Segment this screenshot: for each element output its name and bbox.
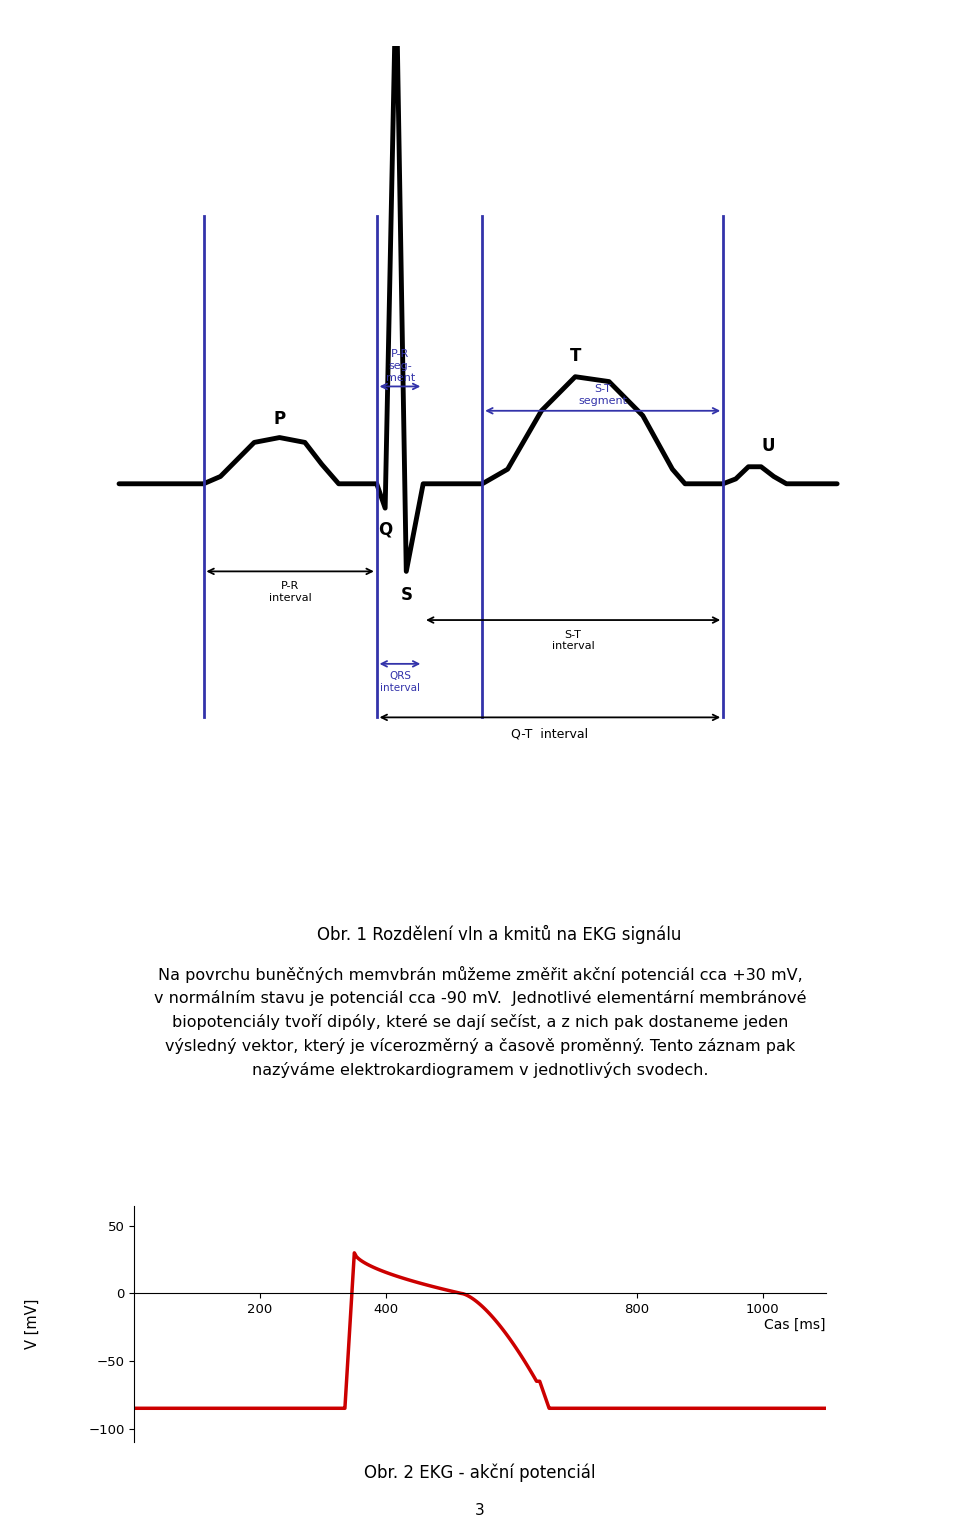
Text: P-R
seg-
ment: P-R seg- ment [386, 349, 415, 383]
Text: S: S [400, 586, 412, 604]
Y-axis label: V [mV]: V [mV] [25, 1299, 39, 1349]
Text: 3: 3 [475, 1503, 485, 1518]
Text: Na povrchu buněčných memvbrán můžeme změřit akční potenciál cca +30 mV,
v normál: Na povrchu buněčných memvbrán můžeme změ… [154, 966, 806, 1077]
Text: QRS
interval: QRS interval [380, 671, 420, 693]
Text: Obr. 1 Rozdělení vln a kmitů na EKG signálu: Obr. 1 Rozdělení vln a kmitů na EKG sign… [317, 925, 682, 943]
Text: Cas [ms]: Cas [ms] [764, 1318, 826, 1332]
Text: S-T
interval: S-T interval [552, 630, 594, 652]
Text: T: T [569, 346, 581, 365]
Text: S-T
segment: S-T segment [578, 385, 627, 406]
Text: Q-T  interval: Q-T interval [512, 726, 588, 740]
Text: U: U [761, 436, 775, 455]
Text: Obr. 2 EKG - akční potenciál: Obr. 2 EKG - akční potenciál [364, 1463, 596, 1482]
Text: P-R
interval: P-R interval [269, 581, 311, 603]
Text: Q: Q [378, 520, 393, 539]
Text: P: P [274, 410, 286, 427]
